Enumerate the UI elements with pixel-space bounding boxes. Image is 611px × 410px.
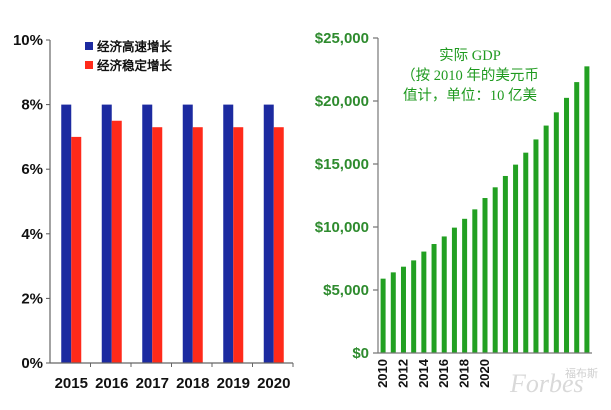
- y-tick-label: 10%: [13, 32, 43, 49]
- y-tick-label: $20,000: [315, 93, 369, 110]
- y-tick-label: 0%: [21, 355, 43, 372]
- bar-gdp: [564, 97, 570, 353]
- bar-stable-growth: [71, 136, 82, 363]
- bar-gdp: [492, 187, 498, 353]
- bar-gdp: [472, 209, 478, 353]
- x-tick-label: 2017: [136, 375, 169, 392]
- bar-gdp: [513, 164, 519, 353]
- bar-fast-growth: [182, 104, 193, 363]
- bar-fast-growth: [142, 104, 153, 363]
- bar-gdp: [400, 266, 406, 353]
- bar-gdp: [462, 218, 468, 353]
- bar-gdp: [584, 66, 590, 353]
- bar-stable-growth: [233, 127, 244, 364]
- bar-gdp: [451, 227, 457, 353]
- bar-stable-growth: [111, 120, 122, 363]
- y-tick-label: 2%: [21, 290, 43, 307]
- bar-gdp: [411, 260, 417, 353]
- legend: 经济高速增长 经济稳定增长: [85, 39, 173, 73]
- bar-fast-growth: [263, 104, 274, 363]
- forbes-watermark: Forbes 福布斯: [509, 366, 598, 398]
- x-tick-label: 2019: [217, 375, 250, 392]
- y-tick-label: $5,000: [323, 282, 369, 299]
- y-tick-label: $25,000: [315, 30, 369, 47]
- y-tick-label: 4%: [21, 226, 43, 243]
- bar-stable-growth: [192, 127, 203, 364]
- bar-gdp: [502, 175, 508, 353]
- x-tick-label: 2018: [176, 375, 209, 392]
- x-tick-label: 2015: [55, 375, 88, 392]
- title-line-3: 值计，单位：10 亿美: [403, 87, 537, 104]
- legend-label-stable-growth: 经济稳定增长: [97, 58, 173, 73]
- bar-fast-growth: [61, 104, 72, 363]
- bar-gdp: [431, 244, 437, 353]
- legend-swatch-fast-growth: [85, 42, 93, 50]
- y-tick-label: $10,000: [315, 219, 369, 236]
- bar-fast-growth: [223, 104, 234, 363]
- bar-gdp: [574, 82, 580, 353]
- title-line-1: 实际 GDP: [439, 47, 501, 64]
- x-tick-label: 2016: [95, 375, 128, 392]
- watermark-brand: Forbes: [509, 369, 584, 398]
- bar-fast-growth: [101, 104, 112, 363]
- x-tick-label: 2018: [457, 359, 472, 388]
- bar-gdp: [543, 125, 549, 353]
- chart-title: 实际 GDP （按 2010 年的美元币 值计，单位：10 亿美: [401, 47, 539, 104]
- x-tick-label: 2014: [416, 358, 431, 388]
- title-line-2: （按 2010 年的美元币: [401, 67, 539, 84]
- growth-rate-chart: 0% 2% 4% 6% 8% 10% 2015 2016 2017 2018 2019 2020 经…: [13, 32, 294, 392]
- x-tick-label: 2016: [436, 359, 451, 388]
- y-tick-label: $15,000: [315, 156, 369, 173]
- bar-gdp: [441, 236, 447, 353]
- bar-gdp: [482, 198, 488, 353]
- bar-stable-growth: [273, 127, 284, 364]
- x-tick-label: 2012: [395, 359, 410, 388]
- legend-swatch-stable-growth: [85, 61, 93, 69]
- bar-gdp: [421, 251, 427, 353]
- x-tick-label: 2020: [477, 359, 492, 388]
- bar-gdp: [380, 278, 386, 353]
- y-tick-label: $0: [352, 345, 369, 362]
- x-tick-label: 2020: [257, 375, 290, 392]
- y-tick-label: 8%: [21, 97, 43, 114]
- real-gdp-chart: $0 $5,000 $10,000 $15,000 $20,000 $25,000 201…: [315, 30, 592, 388]
- bar-gdp: [533, 139, 539, 353]
- x-tick-label: 2010: [375, 359, 390, 388]
- bar-gdp: [553, 112, 559, 353]
- bar-gdp: [523, 152, 529, 353]
- legend-label-fast-growth: 经济高速增长: [97, 39, 173, 54]
- y-tick-label: 6%: [21, 161, 43, 178]
- bar-stable-growth: [152, 127, 163, 364]
- watermark-cn: 福布斯: [565, 366, 598, 380]
- bar-gdp: [390, 272, 396, 353]
